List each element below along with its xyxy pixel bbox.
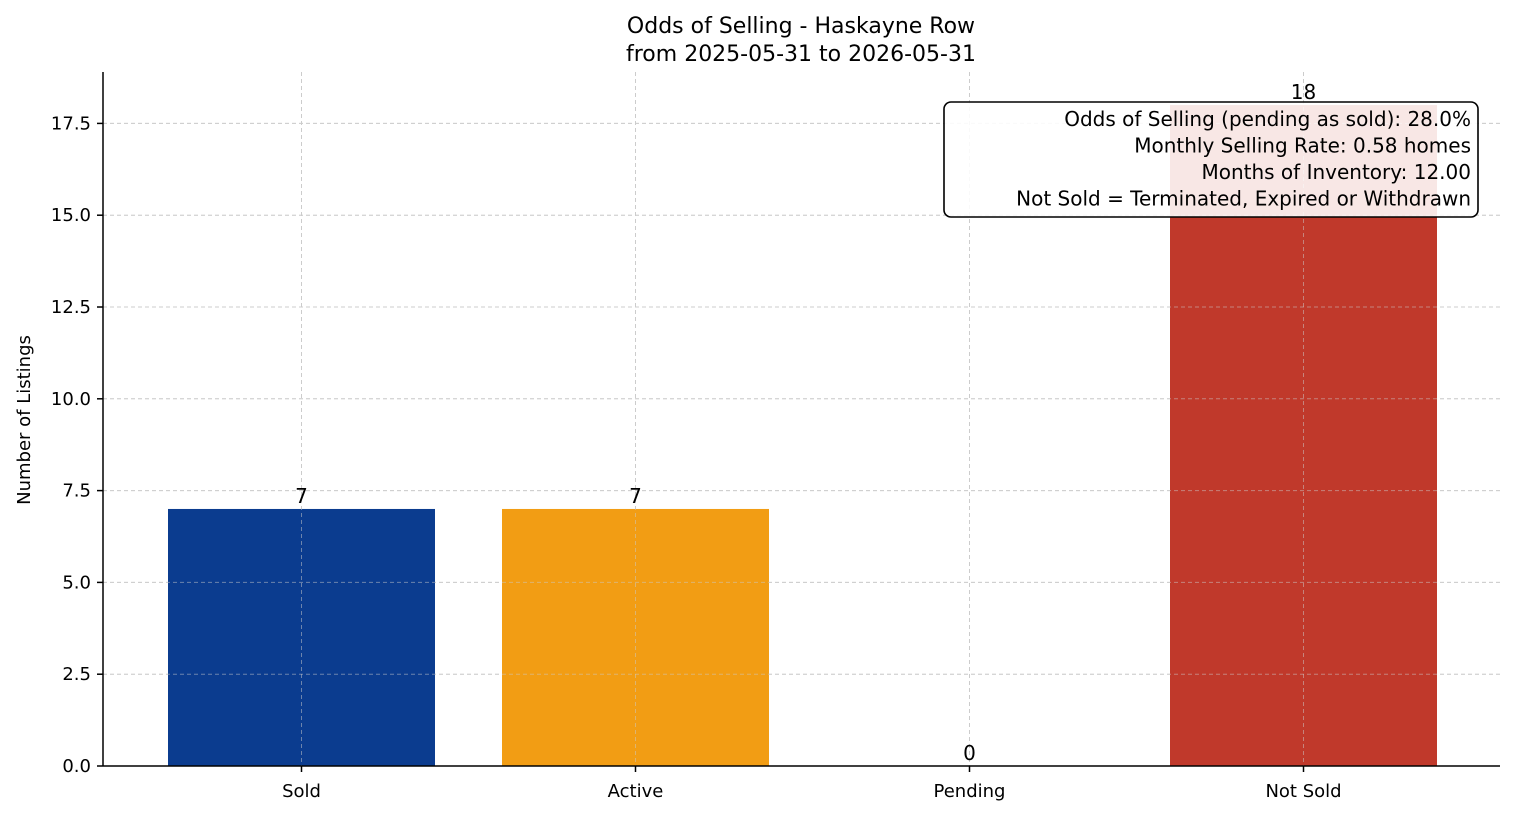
bar-value-label: 18 [1291,80,1316,104]
chart-title: Odds of Selling - Haskayne Row [627,14,975,39]
y-tick-label: 7.5 [62,481,91,502]
bar-value-label: 0 [963,741,976,765]
y-tick-label: 10.0 [51,389,91,410]
annotation-frame [943,101,1479,218]
x-tick-label: Sold [282,781,321,802]
annotation-line: Monthly Selling Rate: 0.58 homes [1134,134,1471,158]
bar-sold [168,508,435,766]
bar-value-label: 7 [629,484,642,508]
y-tick-label: 0.0 [62,756,91,777]
x-tick-label: Pending [934,781,1006,802]
y-tick-label: 2.5 [62,664,91,685]
axes: 0.0 2.5 5.0 7.5 10.0 12.5 15.0 17.5 Sold Active Pe… [51,72,1500,802]
x-tick-label: Not Sold [1265,781,1341,802]
bars [103,72,1500,767]
y-axis-label: Number of Listings [14,335,35,505]
bar-active [502,508,769,766]
annotation-box: Odds of Selling (pending as sold): 28.0%… [943,101,1479,218]
y-tick-label: 12.5 [51,297,91,318]
annotation-line: Odds of Selling (pending as sold): 28.0% [1064,107,1471,131]
y-tick-label: 17.5 [51,113,91,134]
annotation-line: Months of Inventory: 12.00 [1201,160,1471,184]
y-tick-label: 5.0 [62,572,91,593]
value-labels: 7 7 0 18 [295,80,1316,765]
annotation-line: Not Sold = Terminated, Expired or Withdr… [1016,187,1471,211]
y-tick-label: 15.0 [51,205,91,226]
chart-subtitle: from 2025-05-31 to 2026-05-31 [626,42,976,67]
bar-value-label: 7 [295,484,308,508]
x-tick-label: Active [608,781,664,802]
